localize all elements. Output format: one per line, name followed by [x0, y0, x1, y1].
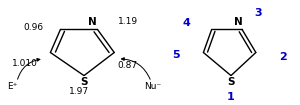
- Text: 1.010: 1.010: [12, 58, 38, 68]
- Text: S: S: [80, 77, 88, 87]
- Text: 3: 3: [255, 8, 262, 18]
- Text: N: N: [88, 17, 97, 27]
- Text: Nu⁻: Nu⁻: [144, 82, 161, 91]
- Text: 1.19: 1.19: [118, 16, 138, 26]
- Text: 1: 1: [227, 92, 235, 102]
- Text: N: N: [233, 17, 242, 27]
- Text: 2: 2: [280, 52, 287, 62]
- Text: 4: 4: [183, 18, 191, 28]
- Text: 0.87: 0.87: [118, 61, 138, 70]
- Text: 5: 5: [172, 50, 180, 60]
- Text: E⁺: E⁺: [7, 82, 17, 91]
- Text: 0.96: 0.96: [23, 23, 44, 32]
- Text: 1.97: 1.97: [69, 87, 89, 96]
- Text: S: S: [227, 77, 235, 87]
